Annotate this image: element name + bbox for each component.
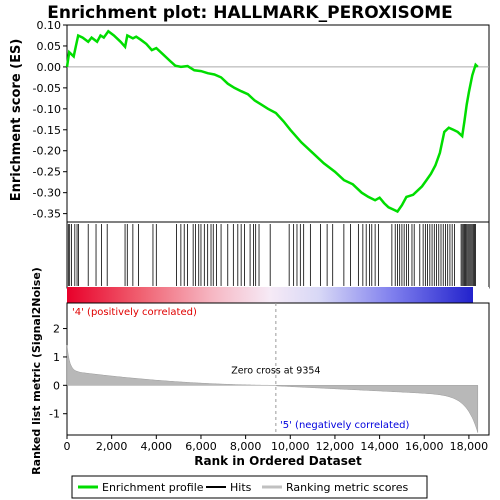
legend-box	[71, 475, 428, 499]
es-y-tick-label: -0.15	[33, 124, 61, 137]
x-tick-label: 12,000	[316, 440, 355, 453]
positive-label: '4' (positively correlated)	[72, 307, 197, 318]
rank-color-bar	[67, 287, 473, 303]
es-y-tick-label: -0.10	[33, 103, 61, 116]
es-y-tick-label: -0.05	[33, 82, 61, 95]
legend-enrichment-label: Enrichment profile	[102, 481, 204, 494]
metric-y-tick-label: 2	[53, 323, 60, 336]
es-y-tick-label: 0.00	[37, 61, 62, 74]
x-tick-label: 10,000	[271, 440, 310, 453]
legend-metric-label: Ranking metric scores	[286, 481, 408, 494]
x-tick-label: 2,000	[96, 440, 128, 453]
es-y-tick-label: 0.10	[37, 19, 62, 32]
es-y-tick-label: 0.05	[37, 40, 62, 53]
x-axis-label: Rank in Ordered Dataset	[194, 454, 362, 468]
metric-y-label: Ranked list metric (Signal2Noise)	[30, 267, 43, 475]
x-tick-label: 4,000	[141, 440, 173, 453]
metric-panel-frame	[66, 302, 490, 436]
legend: Enrichment profile Hits Ranking metric s…	[71, 475, 428, 499]
x-tick-label: 18,000	[450, 440, 489, 453]
x-tick-label: 14,000	[360, 440, 399, 453]
es-y-tick-label: -0.35	[33, 208, 61, 221]
x-tick-label: 8,000	[230, 440, 262, 453]
zero-cross-label: Zero cross at 9354	[231, 365, 320, 376]
negative-label: '5' (negatively correlated)	[280, 420, 409, 431]
x-tick-label: 0	[64, 440, 71, 453]
es-y-tick-label: -0.30	[33, 187, 61, 200]
chart-title: Enrichment plot: HALLMARK_PEROXISOME	[47, 3, 453, 23]
metric-y-tick-label: 1	[53, 351, 60, 364]
es-y-axis: 0.10 0.05 0.00 -0.05 -0.10 -0.15 -0.20 -0.25 -0.…	[33, 19, 67, 221]
x-axis: 0 2,000 4,000 6,000 8,000 10,000 12,000 14,000 1…	[64, 435, 489, 453]
x-tick-label: 6,000	[185, 440, 217, 453]
metric-y-tick-label: -1	[49, 408, 60, 421]
es-y-tick-label: -0.20	[33, 145, 61, 158]
ranking-metric-area	[66, 345, 479, 433]
x-tick-label: 16,000	[405, 440, 444, 453]
hit-markers	[67, 224, 477, 286]
metric-y-axis: 2 1 0 -1	[49, 323, 67, 421]
metric-y-tick-label: 0	[53, 379, 60, 392]
hits-panel-frame	[66, 221, 490, 289]
es-y-tick-label: -0.25	[33, 166, 61, 179]
legend-hits-label: Hits	[230, 481, 252, 494]
es-y-label: Enrichment score (ES)	[9, 39, 24, 202]
es-panel-frame	[66, 24, 490, 223]
rank-color-bar-tail	[473, 287, 489, 303]
enrichment-profile-line	[65, 29, 479, 214]
